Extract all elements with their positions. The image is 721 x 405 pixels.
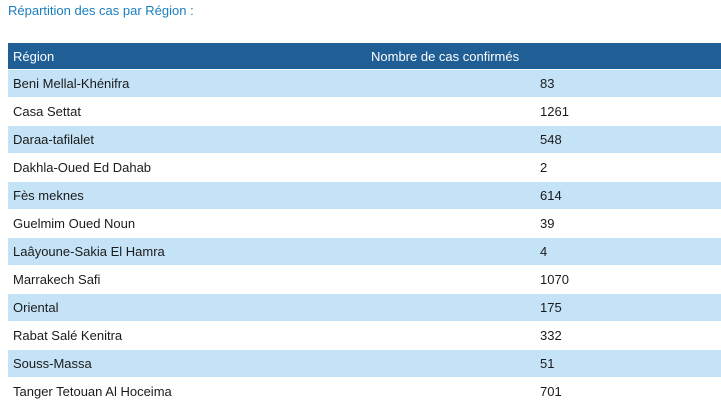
count-cell: 2 — [229, 153, 721, 182]
region-cell: Tanger Tetouan Al Hoceima — [8, 377, 229, 405]
count-cell: 39 — [229, 209, 721, 238]
region-cell: Daraa-tafilalet — [8, 125, 229, 154]
column-header-region: Région — [8, 43, 229, 70]
table-row: Casa Settat 1261 — [8, 97, 721, 126]
table-row: Tanger Tetouan Al Hoceima 701 — [8, 377, 721, 405]
count-cell: 83 — [229, 69, 721, 98]
count-cell: 1261 — [229, 97, 721, 126]
region-cell: Casa Settat — [8, 97, 229, 126]
region-cell: Dakhla-Oued Ed Dahab — [8, 153, 229, 182]
region-cell: Guelmim Oued Noun — [8, 209, 229, 238]
region-cases-table: Région Nombre de cas confirmés Beni Mell… — [8, 43, 721, 405]
region-cell: Souss-Massa — [8, 349, 229, 378]
table-row: Fès meknes 614 — [8, 181, 721, 210]
count-cell: 175 — [229, 293, 721, 322]
count-cell: 548 — [229, 125, 721, 154]
count-cell: 332 — [229, 321, 721, 350]
count-cell: 701 — [229, 377, 721, 405]
table-row: Oriental 175 — [8, 293, 721, 322]
section-title: Répartition des cas par Région : — [8, 3, 194, 18]
table-row: Dakhla-Oued Ed Dahab 2 — [8, 153, 721, 182]
table-row: Guelmim Oued Noun 39 — [8, 209, 721, 238]
count-cell: 1070 — [229, 265, 721, 294]
region-cell: Fès meknes — [8, 181, 229, 210]
region-cell: Marrakech Safi — [8, 265, 229, 294]
region-cell: Beni Mellal-Khénifra — [8, 69, 229, 98]
table-row: Laâyoune-Sakia El Hamra 4 — [8, 237, 721, 266]
region-cell: Laâyoune-Sakia El Hamra — [8, 237, 229, 266]
table-header-row: Région Nombre de cas confirmés — [8, 43, 721, 70]
region-cell: Rabat Salé Kenitra — [8, 321, 229, 350]
table-row: Souss-Massa 51 — [8, 349, 721, 378]
column-header-count: Nombre de cas confirmés — [229, 43, 721, 70]
table-row: Beni Mellal-Khénifra 83 — [8, 69, 721, 98]
count-cell: 51 — [229, 349, 721, 378]
count-cell: 4 — [229, 237, 721, 266]
region-cell: Oriental — [8, 293, 229, 322]
table-row: Rabat Salé Kenitra 332 — [8, 321, 721, 350]
table-row: Marrakech Safi 1070 — [8, 265, 721, 294]
count-cell: 614 — [229, 181, 721, 210]
table-row: Daraa-tafilalet 548 — [8, 125, 721, 154]
